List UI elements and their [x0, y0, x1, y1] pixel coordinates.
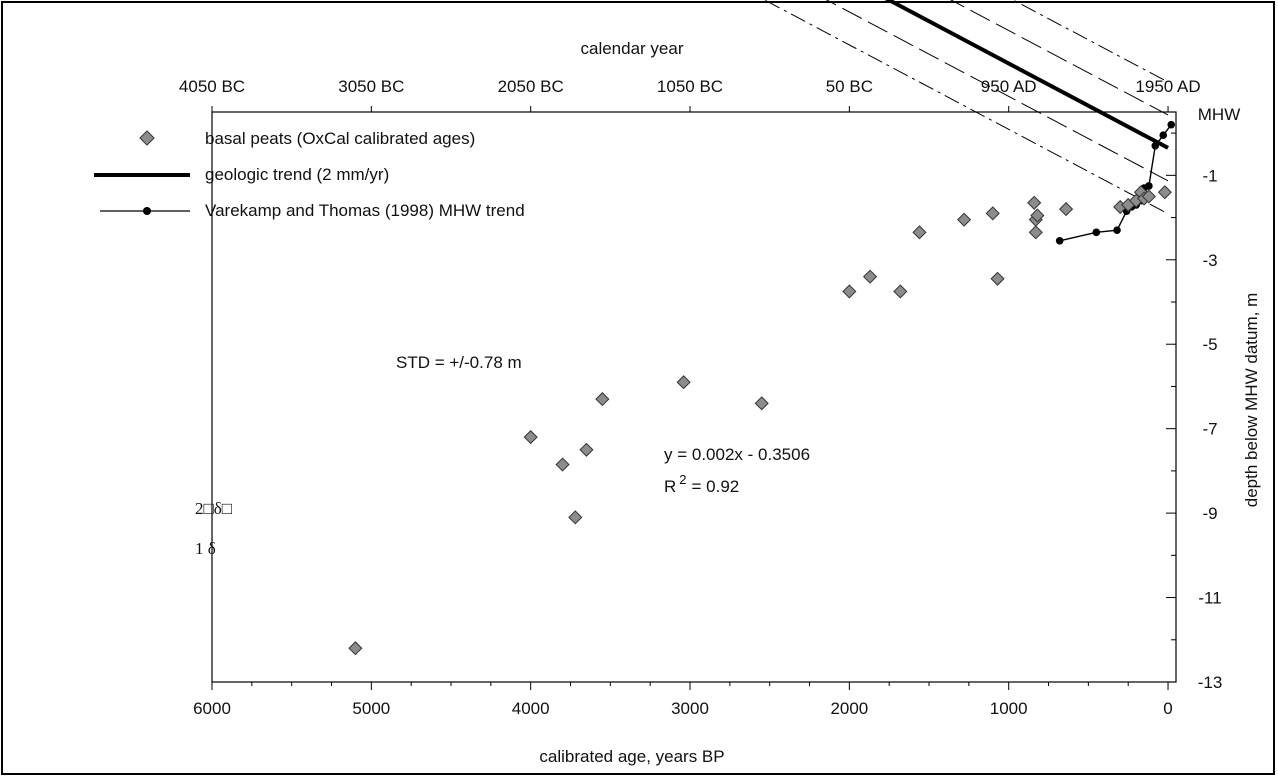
right-tick-label: -13	[1198, 673, 1223, 692]
peat-point	[523, 430, 538, 445]
bottom-tick-label: 3000	[671, 699, 709, 718]
envelope-line	[1012, 0, 1169, 83]
right-axis-title: depth below MHW datum, m	[1242, 293, 1261, 507]
r-squared-annotation: R 2 = 0.92	[664, 472, 739, 496]
bottom-tick-label: 2000	[830, 699, 868, 718]
legend: basal peats (OxCal calibrated ages) geol…	[94, 129, 525, 220]
top-axis-ticks: 4050 BC 3050 BC 2050 BC 1050 BC 50 BC 950 AD 1…	[179, 77, 1201, 112]
peat-point	[676, 375, 691, 390]
peat-point	[555, 457, 570, 472]
vt-point	[1159, 131, 1168, 140]
r2-r: R	[664, 477, 676, 496]
vt-point	[1145, 182, 1153, 190]
right-tick-label: -1	[1202, 166, 1217, 185]
peat-point	[893, 284, 908, 299]
legend-label-trend: geologic trend (2 mm/yr)	[205, 165, 389, 184]
r2-value: = 0.92	[692, 477, 740, 496]
confidence-envelopes	[763, 0, 1169, 215]
peat-point	[568, 510, 583, 525]
vt-point	[1151, 141, 1160, 150]
peat-point	[348, 641, 363, 656]
peat-point	[1030, 208, 1045, 223]
right-tick-label: -5	[1202, 335, 1217, 354]
bottom-axis-title: calibrated age, years BP	[539, 747, 724, 766]
plot-area	[211, 111, 1177, 683]
trend-line	[884, 0, 1169, 150]
bottom-tick-label: 6000	[193, 699, 231, 718]
envelope-line	[950, 0, 1169, 116]
peat-point	[1027, 195, 1042, 210]
geologic-trend-line	[884, 0, 1169, 150]
top-tick-label: 950 AD	[981, 77, 1037, 96]
bottom-tick-label: 4000	[512, 699, 550, 718]
vt-point	[1055, 236, 1064, 245]
top-tick-label: 2050 BC	[498, 77, 564, 96]
peat-point	[754, 396, 769, 411]
right-axis-ticks: -1 -3 -5 -7 -9 -11 -13	[1166, 132, 1223, 692]
peat-point	[990, 271, 1005, 286]
legend-label-peats: basal peats (OxCal calibrated ages)	[205, 129, 475, 148]
vt-point	[1113, 226, 1121, 235]
bottom-tick-label: 5000	[352, 699, 390, 718]
peat-point	[842, 284, 857, 299]
mhw-label: MHW	[1198, 105, 1240, 124]
vt-point	[1092, 228, 1101, 237]
vt-point	[1167, 120, 1176, 129]
one-delta-label: 1 δ	[195, 539, 216, 558]
varekamp-thomas-trend	[1055, 120, 1176, 245]
top-tick-label: 50 BC	[826, 77, 873, 96]
top-tick-label: 1950 AD	[1135, 77, 1200, 96]
top-tick-label: 3050 BC	[338, 77, 404, 96]
two-delta-label: 2□δ□	[195, 499, 232, 518]
bottom-tick-label: 1000	[990, 699, 1028, 718]
peat-point	[1157, 185, 1172, 200]
right-tick-label: -11	[1198, 589, 1221, 608]
equation-annotation: y = 0.002x - 0.3506	[664, 445, 810, 464]
top-tick-label: 4050 BC	[179, 77, 245, 96]
top-tick-label: 1050 BC	[657, 77, 723, 96]
peat-point	[1141, 189, 1156, 204]
peat-point	[912, 225, 927, 240]
peat-point	[1058, 202, 1074, 217]
peat-point	[579, 442, 594, 457]
std-annotation: STD = +/-0.78 m	[396, 353, 522, 372]
top-axis-title: calendar year	[580, 39, 683, 58]
bottom-tick-label: 0	[1163, 699, 1172, 718]
legend-marker-peats	[139, 130, 155, 146]
peat-point	[1028, 225, 1043, 240]
legend-marker-vt-dot	[143, 207, 151, 215]
peat-point	[862, 269, 878, 284]
basal-peat-points	[348, 185, 1172, 656]
right-tick-label: -3	[1202, 251, 1217, 270]
legend-label-vt: Varekamp and Thomas (1998) MHW trend	[205, 201, 525, 220]
peat-point	[957, 212, 972, 227]
bottom-axis-ticks: 6000 5000 4000 3000 2000 1000 0	[193, 682, 1173, 718]
envelope-line	[825, 0, 1169, 182]
peat-point	[595, 392, 610, 407]
envelope-line	[763, 0, 1169, 215]
right-tick-label: -7	[1202, 420, 1217, 439]
r2-superscript: 2	[679, 472, 686, 487]
peat-point	[985, 206, 1000, 221]
right-tick-label: -9	[1202, 504, 1217, 523]
